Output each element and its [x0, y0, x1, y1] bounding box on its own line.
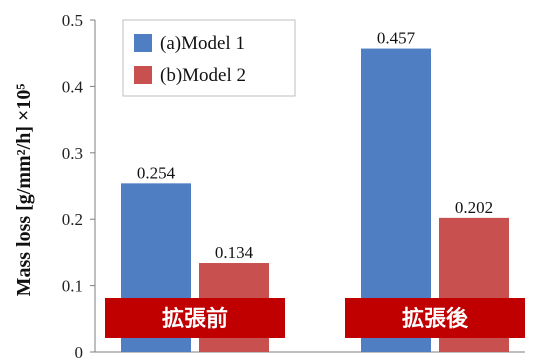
data-labels: 0.254 0.134 0.457 0.202	[137, 29, 493, 262]
category-label: 拡張後	[402, 306, 469, 332]
y-tick-label: 0.1	[62, 277, 83, 296]
category-banners: 拡張前 拡張後	[105, 298, 525, 338]
legend: (a)Model 1 (b)Model 2	[122, 19, 296, 97]
y-tick-label: 0.3	[62, 144, 83, 163]
legend-label: (a)Model 1	[160, 33, 245, 54]
y-tick-label: 0	[75, 343, 84, 361]
data-label: 0.202	[455, 198, 493, 217]
legend-label: (b)Model 2	[160, 65, 246, 86]
y-tick-label: 0.5	[62, 11, 83, 30]
category-label: 拡張前	[162, 306, 228, 332]
data-label: 0.457	[377, 29, 416, 48]
y-axis: 0 0.1 0.2 0.3 0.4 0.5	[62, 11, 525, 361]
data-label: 0.254	[137, 163, 176, 182]
category-banner	[345, 298, 525, 338]
y-axis-label: Mass loss [g/mm²/h] ×10⁵	[13, 84, 35, 297]
data-label: 0.134	[215, 243, 254, 262]
category-banner	[105, 298, 285, 338]
y-tick-label: 0.4	[62, 77, 84, 96]
y-tick-label: 0.2	[62, 210, 83, 229]
legend-swatch	[134, 66, 152, 84]
legend-swatch	[134, 34, 152, 52]
